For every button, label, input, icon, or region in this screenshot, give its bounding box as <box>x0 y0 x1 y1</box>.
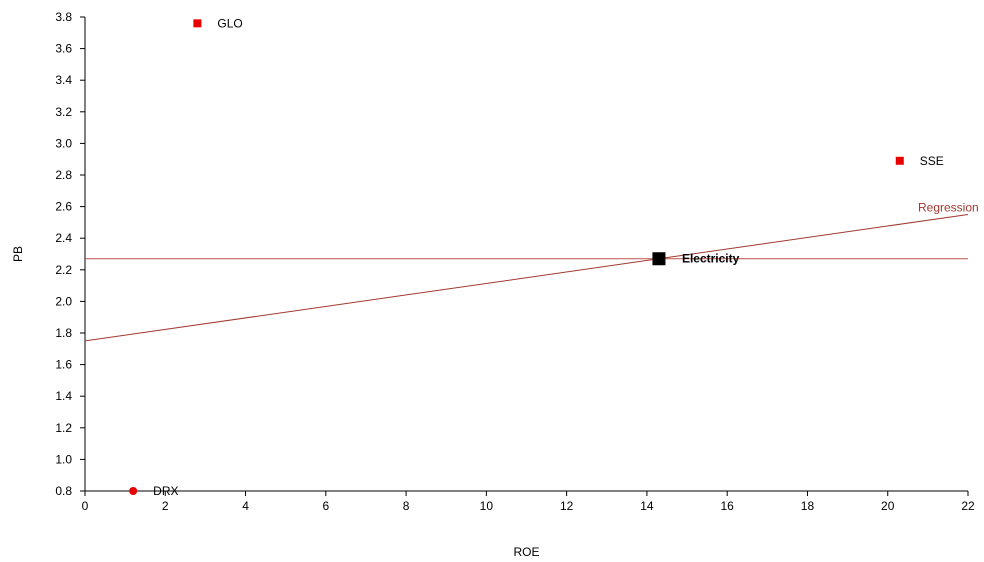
x-tick-label: 4 <box>242 499 249 513</box>
y-tick-label: 3.2 <box>55 105 72 119</box>
y-tick-label: 3.6 <box>55 42 72 56</box>
x-tick-label: 6 <box>322 499 329 513</box>
data-point <box>193 19 202 28</box>
data-points: GLO SSE DRX Electricity <box>129 16 944 498</box>
data-point <box>895 156 904 165</box>
x-tick-label: 2 <box>162 499 169 513</box>
x-tick-label: 18 <box>801 499 815 513</box>
y-tick-label: 2.4 <box>55 231 72 245</box>
x-tick-label: 10 <box>480 499 494 513</box>
y-tick-label: 2.0 <box>55 294 72 308</box>
data-point-label: DRX <box>153 484 178 498</box>
y-tick-label: 1.6 <box>55 358 72 372</box>
x-tick-label: 14 <box>640 499 654 513</box>
x-tick-label: 16 <box>721 499 735 513</box>
x-tick-label: 22 <box>961 499 975 513</box>
data-point <box>129 487 138 495</box>
regression-label: Regression <box>918 201 979 215</box>
chart-lines: Regression <box>84 201 979 342</box>
y-axis-title: PB <box>11 246 25 262</box>
y-tick-label: 1.4 <box>55 389 72 403</box>
x-tick-label: 12 <box>560 499 574 513</box>
x-tick-label: 20 <box>881 499 895 513</box>
y-tick-label: 3.0 <box>55 136 72 150</box>
x-tick-label: 8 <box>403 499 410 513</box>
x-tick-label: 0 <box>82 499 89 513</box>
axis-labels: ROE PB <box>11 246 540 559</box>
data-point <box>652 252 666 266</box>
data-point-label: GLO <box>217 16 242 30</box>
y-tick-label: 1.0 <box>55 452 72 466</box>
data-point-label: SSE <box>920 154 944 168</box>
y-tick-label: 2.2 <box>55 263 72 277</box>
y-tick-label: 2.6 <box>55 200 72 214</box>
x-axis-title: ROE <box>513 545 539 559</box>
data-point-label: Electricity <box>682 252 740 266</box>
y-tick-label: 3.4 <box>55 73 72 87</box>
y-tick-label: 3.8 <box>55 10 72 24</box>
y-tick-label: 1.2 <box>55 421 72 435</box>
y-tick-label: 0.8 <box>55 484 72 498</box>
y-tick-label: 2.8 <box>55 168 72 182</box>
regression-line <box>84 214 969 342</box>
axes: 0 2 4 6 8 10 12 14 16 18 20 22 0.8 1.0 1.2 1.4 1.6 1.8 2.0… <box>55 10 975 513</box>
y-tick-label: 1.8 <box>55 326 72 340</box>
